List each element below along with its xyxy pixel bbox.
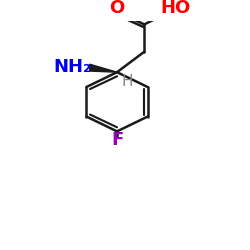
Text: NH₂: NH₂ — [54, 58, 92, 76]
Text: HO: HO — [160, 0, 190, 18]
Text: F: F — [111, 132, 123, 150]
Text: O: O — [110, 0, 125, 18]
Polygon shape — [90, 64, 117, 72]
Text: H: H — [122, 74, 133, 89]
